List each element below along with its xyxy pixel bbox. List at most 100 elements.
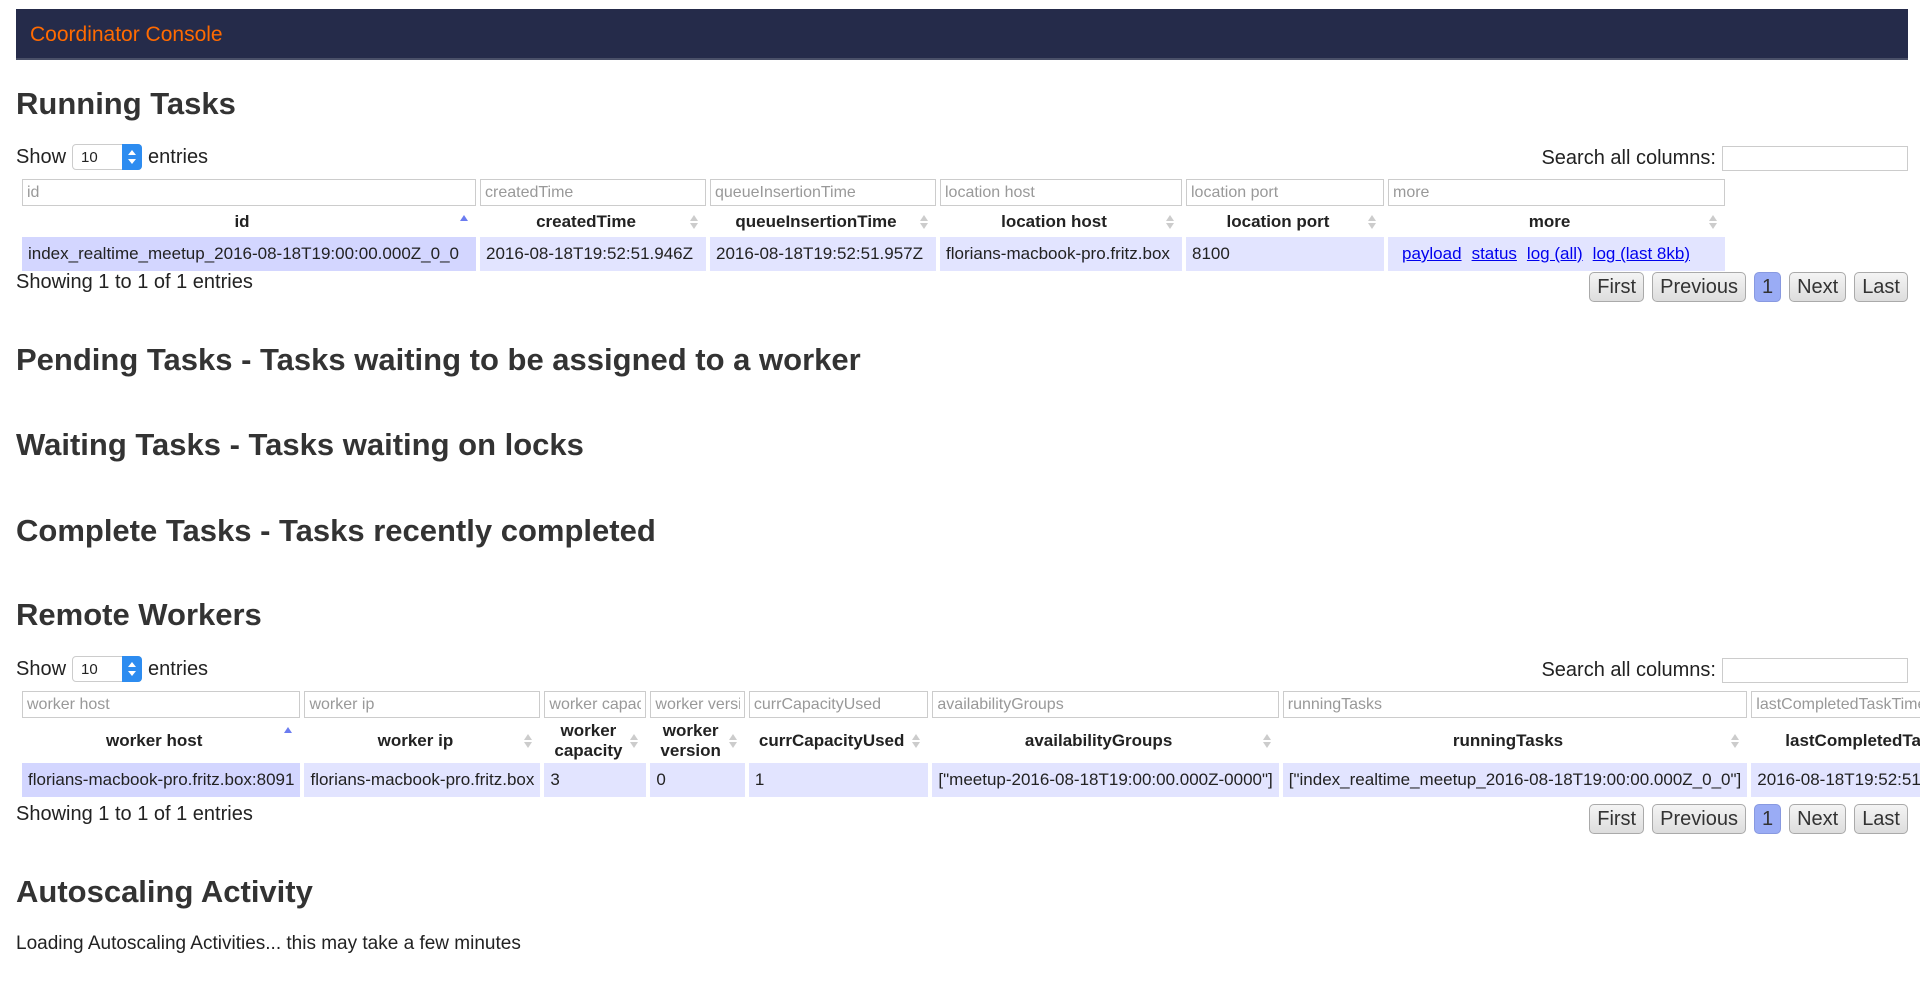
cell-currcapacityused: 1 xyxy=(748,763,929,797)
cell-queueinsertiontime: 2016-08-18T19:52:51.957Z xyxy=(710,237,936,271)
header-row: id createdTime queueInsertionTime locati… xyxy=(22,207,1725,237)
col-id[interactable]: id xyxy=(22,207,476,237)
next-button[interactable]: Next xyxy=(1789,804,1847,834)
complete-tasks-heading: Complete Tasks - Tasks recently complete… xyxy=(16,513,656,548)
col-availabilitygroups[interactable]: availabilityGroups xyxy=(932,719,1278,763)
sort-icon xyxy=(630,733,639,749)
col-label: availabilityGroups xyxy=(1024,731,1173,750)
running-search: Search all columns: xyxy=(1541,146,1908,171)
col-label: runningTasks xyxy=(1452,731,1564,750)
cell-worker-version: 0 xyxy=(650,763,745,797)
running-length-control: Show 10 entries xyxy=(16,144,208,170)
search-input[interactable] xyxy=(1722,658,1908,683)
filter-worker-host[interactable] xyxy=(22,691,301,718)
page-size-value: 10 xyxy=(81,660,98,678)
running-tasks-heading: Running Tasks xyxy=(16,86,236,121)
col-location-host[interactable]: location host xyxy=(940,207,1182,237)
log-last-8kb-link[interactable]: log (last 8kb) xyxy=(1592,244,1690,263)
filter-availabilitygroups[interactable] xyxy=(932,691,1279,718)
page-size-select[interactable]: 10 xyxy=(72,144,143,170)
search-input[interactable] xyxy=(1722,146,1908,171)
col-label: more xyxy=(1528,212,1571,231)
col-label: currCapacityUsed xyxy=(758,731,905,750)
page-1-button[interactable]: 1 xyxy=(1753,804,1782,834)
page-size-select[interactable]: 10 xyxy=(72,656,143,682)
waiting-tasks-heading: Waiting Tasks - Tasks waiting on locks xyxy=(16,427,584,462)
col-runningtasks[interactable]: runningTasks xyxy=(1283,719,1748,763)
col-queueinsertiontime[interactable]: queueInsertionTime xyxy=(710,207,936,237)
previous-button[interactable]: Previous xyxy=(1652,804,1746,834)
autoscaling-loading-text: Loading Autoscaling Activities... this m… xyxy=(16,933,521,954)
cell-lastcompleted: 2016-08-18T19:52:51.957Z xyxy=(1751,763,1920,797)
col-label: worker version xyxy=(660,721,721,760)
previous-button[interactable]: Previous xyxy=(1652,272,1746,302)
filter-more[interactable] xyxy=(1388,179,1725,206)
page-1-button[interactable]: 1 xyxy=(1753,272,1782,302)
workers-search: Search all columns: xyxy=(1541,658,1908,683)
filter-worker-ip[interactable] xyxy=(304,691,541,718)
running-tasks-table: id createdTime queueInsertionTime locati… xyxy=(18,178,1729,271)
sort-icon xyxy=(1262,733,1271,749)
sort-icon xyxy=(912,733,921,749)
payload-link[interactable]: payload xyxy=(1402,244,1462,263)
chevron-updown-icon xyxy=(122,144,143,170)
cell-createdtime: 2016-08-18T19:52:51.946Z xyxy=(480,237,706,271)
filter-queueinsertiontime[interactable] xyxy=(710,179,936,206)
status-link[interactable]: status xyxy=(1471,244,1517,263)
last-button[interactable]: Last xyxy=(1854,272,1908,302)
sort-asc-icon xyxy=(460,214,468,230)
chevron-updown-icon xyxy=(122,656,143,682)
col-more[interactable]: more xyxy=(1388,207,1725,237)
cell-id: index_realtime_meetup_2016-08-18T19:00:0… xyxy=(22,237,476,271)
col-worker-capacity[interactable]: worker capacity xyxy=(544,719,646,763)
cell-availabilitygroups: ["meetup-2016-08-18T19:00:00.000Z-0000"] xyxy=(932,763,1279,797)
app-title[interactable]: Coordinator Console xyxy=(30,23,223,46)
sort-icon xyxy=(1709,214,1717,230)
table-row: florians-macbook-pro.fritz.box:8091 flor… xyxy=(22,763,1920,797)
filter-row xyxy=(22,690,1920,719)
next-button[interactable]: Next xyxy=(1789,272,1847,302)
col-label: location port xyxy=(1226,212,1330,231)
filter-location-port[interactable] xyxy=(1186,179,1384,206)
col-worker-version[interactable]: worker version xyxy=(650,719,744,763)
sort-icon xyxy=(920,214,928,230)
filter-worker-capacity[interactable] xyxy=(544,691,647,718)
sort-icon xyxy=(1731,733,1740,749)
entries-label: entries xyxy=(148,145,209,168)
running-pagination: First Previous 1 Next Last xyxy=(1589,272,1908,302)
show-label: Show xyxy=(16,657,67,680)
log-all-link[interactable]: log (all) xyxy=(1526,244,1583,263)
col-createdtime[interactable]: createdTime xyxy=(480,207,706,237)
sort-icon xyxy=(690,214,698,230)
show-label: Show xyxy=(16,145,67,168)
col-location-port[interactable]: location port xyxy=(1186,207,1384,237)
filter-createdtime[interactable] xyxy=(480,179,706,206)
cell-runningtasks: ["index_realtime_meetup_2016-08-18T19:00… xyxy=(1282,763,1748,797)
filter-runningtasks[interactable] xyxy=(1282,691,1748,718)
page-size-value: 10 xyxy=(81,148,98,166)
col-currcapacityused[interactable]: currCapacityUsed xyxy=(749,719,929,763)
col-lastcompleted[interactable]: lastCompletedTaskTime xyxy=(1751,719,1920,763)
col-label: createdTime xyxy=(536,212,636,231)
col-worker-ip[interactable]: worker ip xyxy=(304,719,540,763)
search-label: Search all columns: xyxy=(1541,659,1716,681)
filter-id[interactable] xyxy=(22,179,476,206)
filter-currcapacityused[interactable] xyxy=(748,691,929,718)
filter-worker-version[interactable] xyxy=(650,691,745,718)
filter-lastcompleted[interactable] xyxy=(1751,691,1920,718)
top-bar: Coordinator Console xyxy=(16,9,1908,60)
sort-icon xyxy=(1166,214,1174,230)
first-button[interactable]: First xyxy=(1589,804,1645,834)
cell-more: payload status log (all) log (last 8kb) xyxy=(1388,237,1725,271)
last-button[interactable]: Last xyxy=(1854,804,1908,834)
col-label: lastCompletedTaskTime xyxy=(1785,731,1920,750)
cell-worker-capacity: 3 xyxy=(544,763,647,797)
cell-location-host: florians-macbook-pro.fritz.box xyxy=(940,237,1182,271)
first-button[interactable]: First xyxy=(1589,272,1645,302)
col-label: worker ip xyxy=(377,731,454,750)
entries-label: entries xyxy=(148,657,209,680)
col-label: worker host xyxy=(106,731,203,750)
filter-row xyxy=(22,178,1725,207)
col-worker-host[interactable]: worker host xyxy=(22,719,300,763)
filter-location-host[interactable] xyxy=(940,179,1182,206)
